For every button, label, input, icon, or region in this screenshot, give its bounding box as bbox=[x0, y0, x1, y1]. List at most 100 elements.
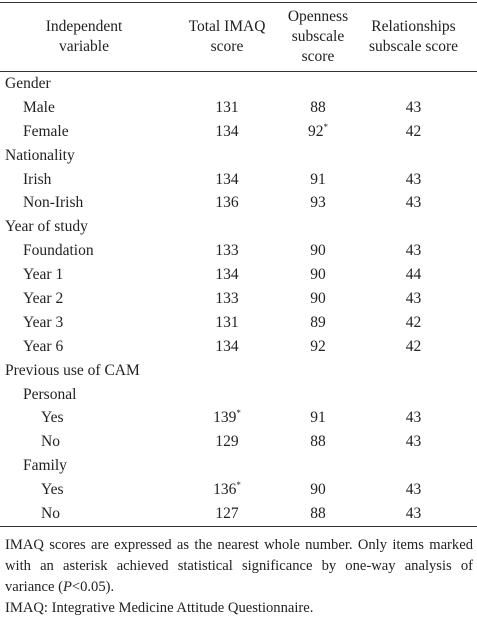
header-line: score bbox=[210, 38, 244, 55]
header-row: Independent variable Total IMAQ score Openne… bbox=[0, 2, 477, 72]
value-cell: 131 bbox=[168, 311, 286, 335]
note: IMAQ: Integrative Medicine Attitude Ques… bbox=[5, 598, 473, 619]
value-cell: 90 bbox=[286, 263, 350, 287]
value-cell: 43 bbox=[350, 287, 477, 311]
empty-cell bbox=[168, 454, 286, 478]
value-cell: 134 bbox=[168, 335, 286, 359]
value: 43 bbox=[405, 433, 422, 451]
value: 93 bbox=[310, 194, 326, 212]
value-cell: 43 bbox=[350, 168, 477, 192]
note-text: P bbox=[62, 578, 72, 595]
row-label: Gender bbox=[0, 72, 168, 96]
value: 90 bbox=[310, 266, 326, 284]
header-cell: Total IMAQ score bbox=[168, 3, 286, 72]
empty-cell bbox=[168, 359, 286, 383]
label-text: No bbox=[41, 504, 60, 522]
table-body: Gender Male 131 88 43 Female 134 92* 42 Nationali… bbox=[0, 72, 477, 527]
table-header: Independent variable Total IMAQ score Openne… bbox=[0, 2, 477, 72]
notes: IMAQ scores are expressed as the nearest… bbox=[0, 527, 477, 619]
value-cell: 42 bbox=[350, 120, 477, 144]
value-cell: 131 bbox=[168, 96, 286, 120]
value: 43 bbox=[405, 504, 422, 522]
row-label: Year of study bbox=[0, 215, 168, 239]
label-text: Gender bbox=[5, 74, 51, 92]
value-cell: 43 bbox=[350, 478, 477, 502]
header-line: variable bbox=[59, 38, 109, 55]
empty-cell bbox=[350, 215, 477, 239]
row-label: Previous use of CAM bbox=[0, 359, 168, 383]
header-cell: Relationships subscale score bbox=[350, 3, 477, 72]
label-text: Family bbox=[23, 457, 67, 475]
label-text: Year of study bbox=[5, 218, 88, 236]
value: 90 bbox=[310, 481, 326, 499]
value: 139 bbox=[213, 409, 237, 427]
header-cell: Independent variable bbox=[0, 3, 168, 72]
label-text: Yes bbox=[41, 409, 64, 427]
value-cell: 134 bbox=[168, 263, 286, 287]
label-text: Year 3 bbox=[23, 313, 64, 331]
empty-cell bbox=[168, 72, 286, 96]
value: 43 bbox=[405, 289, 422, 307]
empty-cell bbox=[286, 359, 350, 383]
label-text: Irish bbox=[23, 170, 52, 188]
label-text: Year 2 bbox=[23, 289, 64, 307]
value-cell: 88 bbox=[286, 430, 350, 454]
header-cell: Openness subscale score bbox=[286, 3, 350, 72]
results-table: Independent variable Total IMAQ score Openne… bbox=[0, 2, 477, 527]
row-label: Non-Irish bbox=[0, 191, 168, 215]
value-cell: 93 bbox=[286, 191, 350, 215]
label-text: Nationality bbox=[5, 146, 75, 164]
empty-cell bbox=[350, 359, 477, 383]
note-text: <0.05). bbox=[71, 578, 115, 595]
table-row: Year 1 134 90 44 bbox=[0, 263, 477, 287]
value: 134 bbox=[215, 266, 239, 284]
row-label: Year 3 bbox=[0, 311, 168, 335]
value: 90 bbox=[310, 289, 326, 307]
value: 88 bbox=[310, 433, 326, 451]
label-text: Non-Irish bbox=[23, 194, 84, 212]
value-cell: 43 bbox=[350, 96, 477, 120]
value: 91 bbox=[310, 170, 326, 188]
value: 43 bbox=[405, 409, 422, 427]
value: 133 bbox=[215, 242, 239, 260]
significance-mark: * bbox=[323, 121, 329, 132]
row-label: Irish bbox=[0, 168, 168, 192]
value: 91 bbox=[310, 409, 326, 427]
row-label: Personal bbox=[0, 383, 168, 407]
row-label: Yes bbox=[0, 406, 168, 430]
value: 43 bbox=[405, 194, 422, 212]
label-text: Personal bbox=[23, 385, 77, 403]
value-cell: 43 bbox=[350, 239, 477, 263]
table-row: Irish 134 91 43 bbox=[0, 168, 477, 192]
value: 90 bbox=[310, 242, 326, 260]
row-label: No bbox=[0, 502, 168, 526]
table-row: Gender bbox=[0, 72, 477, 96]
row-label: Yes bbox=[0, 478, 168, 502]
label-text: Female bbox=[23, 122, 69, 140]
header-line: subscale bbox=[291, 28, 345, 45]
value-cell: 90 bbox=[286, 287, 350, 311]
label-text: Previous use of CAM bbox=[5, 361, 140, 379]
value: 43 bbox=[405, 481, 422, 499]
empty-cell bbox=[286, 144, 350, 168]
value-cell: 127 bbox=[168, 502, 286, 526]
value-cell: 42 bbox=[350, 335, 477, 359]
empty-cell bbox=[168, 383, 286, 407]
value-cell: 90 bbox=[286, 478, 350, 502]
table-row: Year 2 133 90 43 bbox=[0, 287, 477, 311]
table-row: Year of study bbox=[0, 215, 477, 239]
value-cell: 90 bbox=[286, 239, 350, 263]
row-label: Year 2 bbox=[0, 287, 168, 311]
value-cell: 44 bbox=[350, 263, 477, 287]
row-label: Year 6 bbox=[0, 335, 168, 359]
value: 43 bbox=[405, 170, 422, 188]
value: 88 bbox=[310, 98, 326, 116]
empty-cell bbox=[286, 383, 350, 407]
value: 42 bbox=[405, 122, 422, 140]
empty-cell bbox=[168, 215, 286, 239]
row-label: Male bbox=[0, 96, 168, 120]
value: 88 bbox=[310, 504, 326, 522]
table-row: Nationality bbox=[0, 144, 477, 168]
label-text: Male bbox=[23, 98, 55, 116]
value: 44 bbox=[405, 266, 422, 284]
